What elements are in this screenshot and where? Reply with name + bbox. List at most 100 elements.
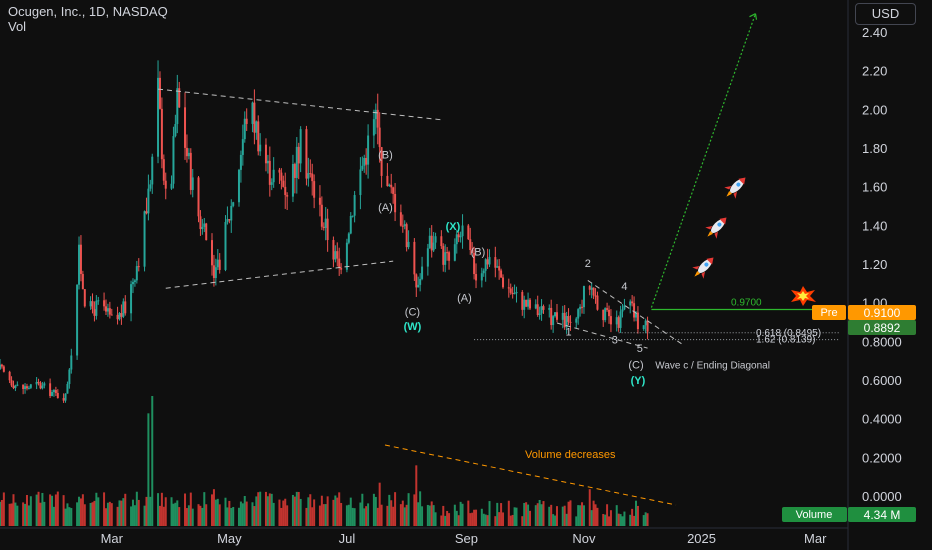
volume-bar <box>293 496 296 526</box>
volume-bar <box>582 505 585 526</box>
candle-body <box>459 236 462 238</box>
volume-bar <box>469 513 472 526</box>
volume-bar <box>2 492 5 526</box>
candle-body <box>149 184 152 189</box>
candle-body <box>500 270 503 278</box>
currency-button[interactable]: USD <box>855 3 916 25</box>
volume-bar <box>116 506 119 526</box>
candle-body <box>305 129 308 179</box>
time-tick-label: Sep <box>455 531 478 546</box>
candle-body <box>353 195 356 216</box>
volume-bar <box>529 510 531 526</box>
wave-label: (B) <box>471 246 486 258</box>
candle-body <box>184 107 187 148</box>
volume-bar <box>434 512 437 526</box>
candle-body <box>176 88 179 125</box>
volume-bar <box>473 509 476 526</box>
candle-body <box>440 236 443 247</box>
time-tick-label: 2025 <box>687 531 716 546</box>
upper-trendline <box>157 88 444 121</box>
volume-bar <box>484 514 487 526</box>
volume-bar <box>216 498 219 526</box>
candle-body <box>542 306 545 310</box>
volume-bar <box>359 502 362 526</box>
candle-body <box>473 252 476 275</box>
volume-bar <box>367 503 370 526</box>
candle-body <box>482 270 485 274</box>
candle-body <box>162 159 165 181</box>
volume-bar <box>39 502 42 526</box>
volume-bar <box>496 502 499 526</box>
candle-body <box>374 109 377 120</box>
candle-body <box>54 390 57 393</box>
candle-body <box>264 144 267 164</box>
candle-body <box>299 129 302 164</box>
candle-body <box>442 246 445 265</box>
volume-bar <box>386 505 389 526</box>
volume-bar <box>353 508 356 526</box>
candle-body <box>540 306 543 314</box>
volume-bar <box>93 500 96 526</box>
volume-bar <box>459 501 462 526</box>
volume-bar <box>226 507 229 526</box>
candle-body <box>309 173 312 175</box>
candle-body <box>313 181 316 198</box>
volume-bar <box>513 507 516 526</box>
volume-note: Volume decreases <box>525 449 616 461</box>
volume-bar <box>561 506 564 526</box>
volume-bar <box>548 506 551 526</box>
volume-bar <box>43 501 46 526</box>
volume-bar <box>170 497 173 526</box>
volume-bar <box>324 504 327 526</box>
candle-body <box>636 312 639 330</box>
symbol-title[interactable]: Ocugen, Inc., 1D, NASDAQ <box>8 4 168 19</box>
volume-bar <box>16 505 19 526</box>
volume-bar <box>172 503 175 526</box>
price-tick-label: 2.20 <box>862 64 887 79</box>
candle-body <box>120 313 123 317</box>
volume-bar <box>211 494 213 526</box>
volume-bar <box>394 492 397 526</box>
volume-bar <box>388 494 391 526</box>
candle-body <box>103 300 106 307</box>
volume-bar <box>502 512 505 526</box>
candle-body <box>575 318 578 323</box>
candle-body <box>407 241 410 248</box>
volume-bar <box>338 492 341 526</box>
volume-bar <box>311 507 314 526</box>
volume-bar <box>120 500 123 526</box>
volume-legend-label[interactable]: Vol <box>8 19 27 34</box>
price-tick-label: 0.6000 <box>862 373 902 388</box>
volume-bar <box>448 513 451 526</box>
volume-bar <box>130 506 133 526</box>
volume-bar <box>588 489 591 526</box>
volume-bar <box>635 500 637 526</box>
volume-bar <box>25 495 28 526</box>
volume-bar <box>10 503 13 526</box>
candle-body <box>282 180 285 187</box>
volume-bar <box>372 493 375 526</box>
candle-body <box>444 252 447 265</box>
price-tick-label: 0.4000 <box>862 412 902 427</box>
candle-body <box>22 384 25 390</box>
volume-bar <box>604 514 607 526</box>
candle-body <box>79 244 82 274</box>
candle-body <box>403 224 406 227</box>
volume-bar <box>453 504 456 526</box>
volume-bar <box>280 507 283 526</box>
volume-bar <box>313 499 316 526</box>
volume-bar <box>536 503 539 526</box>
candle-body <box>606 308 609 310</box>
candle-body <box>137 266 140 268</box>
candle-body <box>529 299 531 309</box>
volume-bar <box>569 500 572 526</box>
volume-bar <box>349 497 352 526</box>
volume-bar <box>66 503 69 526</box>
candle-body <box>174 124 177 137</box>
candle-body <box>434 236 437 243</box>
volume-bar <box>218 504 221 526</box>
candle-body <box>108 308 111 315</box>
volume-bar <box>442 505 445 526</box>
volume-bar <box>52 506 55 526</box>
